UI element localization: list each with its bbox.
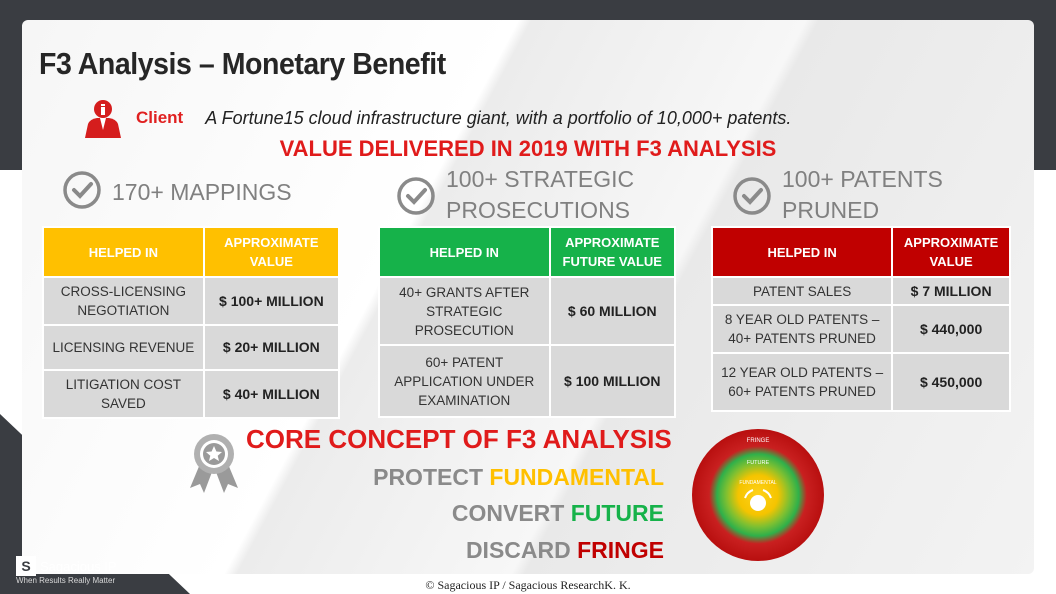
column-header-prosecutions: 100+ STRATEGIC PROSECUTIONS bbox=[396, 164, 646, 226]
client-row: Client A Fortune15 cloud infrastructure … bbox=[82, 98, 791, 138]
core-word: FUTURE bbox=[570, 500, 664, 526]
table-header-help: HELPED IN bbox=[42, 226, 205, 278]
core-word: FUNDAMENTAL bbox=[489, 464, 664, 490]
table-row: PATENT SALES $ 7 MILLION bbox=[710, 276, 1011, 306]
ring-label-future: FUTURE bbox=[747, 460, 770, 466]
table-header-value: APPROXIMATE FUTURE VALUE bbox=[548, 226, 677, 278]
column-title: 100+ PATENTS PRUNED bbox=[782, 166, 943, 223]
slide-title: F3 Analysis – Monetary Benefit bbox=[39, 46, 446, 81]
table-row: 60+ PATENT APPLICATION UNDER EXAMINATION… bbox=[378, 344, 677, 418]
ring-label-fundamental: FUNDAMENTAL bbox=[739, 480, 776, 486]
brand-logo: S Sagacious IP bbox=[16, 556, 117, 576]
row-value: $ 60 MILLION bbox=[548, 276, 677, 346]
row-help: 12 YEAR OLD PATENTS – 60+ PATENTS PRUNED bbox=[710, 352, 894, 412]
check-circle-icon bbox=[63, 171, 101, 209]
logo-mark: S bbox=[16, 556, 36, 576]
core-line-convert: CONVERT FUTURE bbox=[452, 500, 664, 527]
mappings-table: HELPED IN APPROXIMATE VALUE CROSS-LICENS… bbox=[42, 226, 341, 419]
table-row: LITIGATION COST SAVED $ 40+ MILLION bbox=[42, 369, 341, 419]
client-label: Client bbox=[136, 108, 184, 127]
row-help: PATENT SALES bbox=[710, 276, 894, 306]
column-title: 170+ MAPPINGS bbox=[112, 179, 292, 205]
table-row: 40+ GRANTS AFTER STRATEGIC PROSECUTION $ … bbox=[378, 276, 677, 346]
value-heading: VALUE DELIVERED IN 2019 WITH F3 ANALYSIS bbox=[279, 136, 777, 161]
ring-label-fringe: FRINGE bbox=[747, 438, 770, 444]
core-verb: CONVERT bbox=[451, 500, 565, 526]
pruned-table: HELPED IN APPROXIMATE VALUE PATENT SALES… bbox=[710, 226, 1011, 412]
award-ribbon-icon bbox=[190, 434, 238, 493]
core-verb: PROTECT bbox=[373, 464, 483, 490]
core-verb: DISCARD bbox=[465, 537, 571, 563]
column-title: 100+ STRATEGIC PROSECUTIONS bbox=[446, 166, 635, 223]
table-row: LICENSING REVENUE $ 20+ MILLION bbox=[42, 324, 341, 371]
check-circle-icon bbox=[733, 177, 771, 215]
row-help: 40+ GRANTS AFTER STRATEGIC PROSECUTION bbox=[378, 276, 551, 346]
client-person-icon bbox=[82, 98, 126, 138]
f3-rings-diagram: FRINGE FUTURE FUNDAMENTAL bbox=[692, 429, 824, 561]
brand-tagline: When Results Really Matter bbox=[16, 576, 116, 585]
table-header-help: HELPED IN bbox=[710, 226, 894, 278]
row-help: CROSS-LICENSING NEGOTIATION bbox=[42, 276, 205, 326]
table-row: 8 YEAR OLD PATENTS – 40+ PATENTS PRUNED $… bbox=[710, 304, 1011, 354]
prosecutions-table: HELPED IN APPROXIMATE FUTURE VALUE 40+ G… bbox=[378, 226, 677, 418]
client-description: A Fortune15 cloud infrastructure giant, … bbox=[205, 107, 792, 128]
slide-panel: F3 Analysis – Monetary Benefit Client A … bbox=[22, 20, 1034, 574]
core-line-discard: DISCARD FRINGE bbox=[466, 537, 664, 564]
table-row: 12 YEAR OLD PATENTS – 60+ PATENTS PRUNED… bbox=[710, 352, 1011, 412]
column-header-mappings: 170+ MAPPINGS bbox=[62, 170, 292, 210]
row-value: $ 450,000 bbox=[891, 352, 1011, 412]
row-help: LITIGATION COST SAVED bbox=[42, 369, 205, 419]
column-header-pruned: 100+ PATENTS PRUNED bbox=[732, 164, 952, 226]
row-value: $ 40+ MILLION bbox=[202, 369, 341, 419]
row-value: $ 100+ MILLION bbox=[202, 276, 341, 326]
row-help: 60+ PATENT APPLICATION UNDER EXAMINATION bbox=[378, 344, 551, 418]
brand-name: Sagacious IP bbox=[40, 558, 117, 574]
table-header-help: HELPED IN bbox=[378, 226, 551, 278]
row-help: LICENSING REVENUE bbox=[42, 324, 205, 371]
footer-copyright: © Sagacious IP / Sagacious ResearchK. K. bbox=[425, 578, 631, 592]
table-header-value: APPROXIMATE VALUE bbox=[202, 226, 341, 278]
core-word: FRINGE bbox=[577, 537, 664, 563]
row-value: $ 440,000 bbox=[891, 304, 1011, 354]
core-concept-title: CORE CONCEPT OF F3 ANALYSIS bbox=[246, 424, 672, 454]
table-header-value: APPROXIMATE VALUE bbox=[891, 226, 1011, 278]
row-value: $ 20+ MILLION bbox=[202, 324, 341, 371]
check-circle-icon bbox=[397, 177, 435, 215]
row-value: $ 100 MILLION bbox=[548, 344, 677, 418]
row-help: 8 YEAR OLD PATENTS – 40+ PATENTS PRUNED bbox=[710, 304, 894, 354]
table-row: CROSS-LICENSING NEGOTIATION $ 100+ MILLIO… bbox=[42, 276, 341, 326]
row-value: $ 7 MILLION bbox=[891, 276, 1011, 306]
core-line-protect: PROTECT FUNDAMENTAL bbox=[373, 464, 664, 491]
